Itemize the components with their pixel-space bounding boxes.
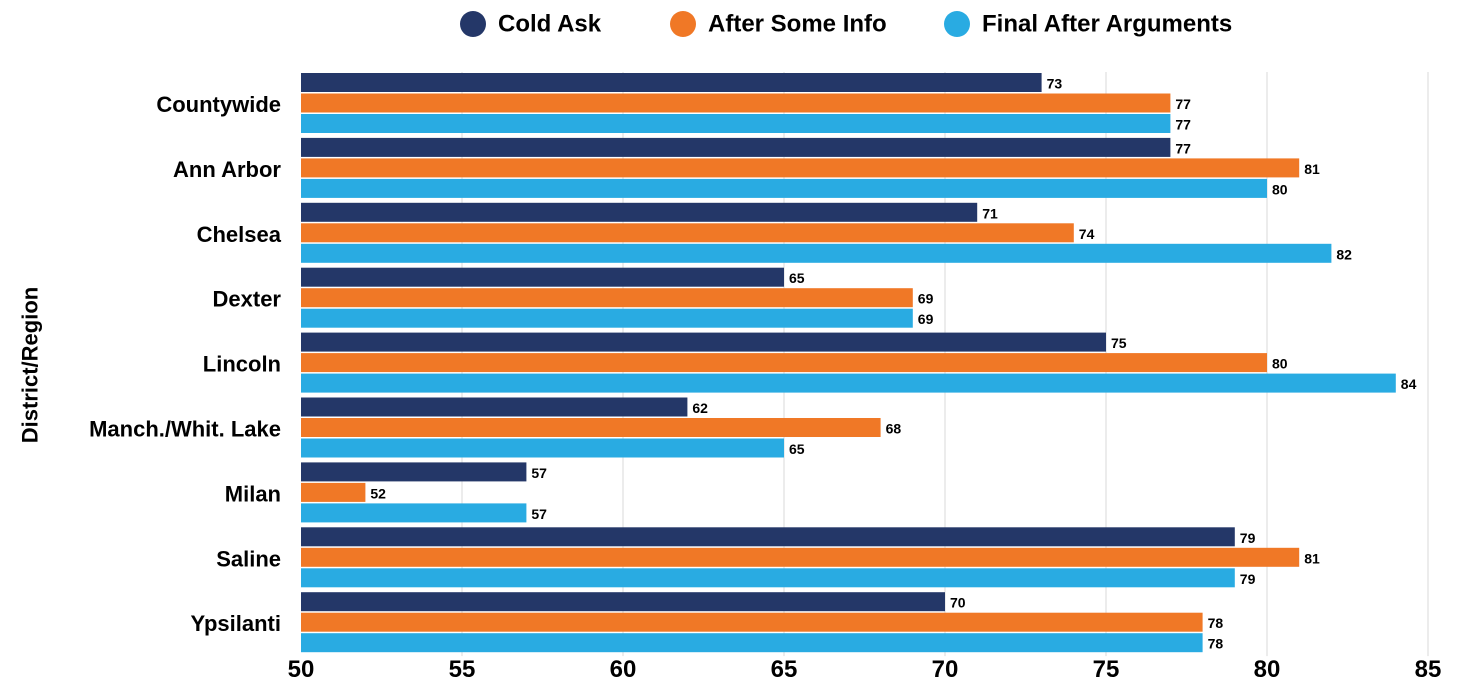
bar-cold-ask-milan bbox=[301, 462, 527, 482]
data-label-cold-ask-dexter: 65 bbox=[789, 270, 805, 286]
data-label-cold-ask-lincoln: 75 bbox=[1111, 335, 1127, 351]
data-label-final-after-arguments-ypsilanti: 78 bbox=[1208, 636, 1224, 652]
data-label-final-after-arguments-countywide: 77 bbox=[1175, 117, 1191, 133]
bar-cold-ask-dexter bbox=[301, 267, 784, 287]
data-label-after-some-info-chelsea: 74 bbox=[1079, 226, 1095, 242]
x-tick-label-60: 60 bbox=[610, 656, 637, 683]
bar-final-after-arguments-ann-arbor bbox=[301, 178, 1267, 198]
x-tick-labels: 50 55 60 65 70 75 80 85 bbox=[288, 656, 1442, 683]
category-label-countywide: Countywide bbox=[156, 92, 281, 117]
bar-cold-ask-countywide bbox=[301, 73, 1042, 92]
category-label-lincoln: Lincoln bbox=[203, 352, 281, 377]
x-tick-label-70: 70 bbox=[932, 656, 959, 683]
x-tick-label-80: 80 bbox=[1254, 656, 1281, 683]
legend-marker-cold-ask bbox=[460, 11, 486, 37]
bar-after-some-info-countywide bbox=[301, 93, 1171, 113]
data-label-after-some-info-saline: 81 bbox=[1304, 550, 1320, 566]
bar-cold-ask-chelsea bbox=[301, 202, 978, 222]
data-label-final-after-arguments-dexter: 69 bbox=[918, 311, 934, 327]
bar-final-after-arguments-countywide bbox=[301, 114, 1171, 133]
bar-cold-ask-saline bbox=[301, 527, 1235, 547]
data-label-after-some-info-milan: 52 bbox=[370, 485, 386, 501]
data-label-cold-ask-saline: 79 bbox=[1240, 530, 1256, 546]
x-tick-label-85: 85 bbox=[1415, 656, 1442, 683]
data-label-after-some-info-ypsilanti: 78 bbox=[1208, 615, 1224, 631]
bars bbox=[301, 73, 1396, 653]
data-label-after-some-info-dexter: 69 bbox=[918, 291, 934, 307]
bar-final-after-arguments-manch-whit-lake bbox=[301, 438, 784, 458]
data-label-final-after-arguments-lincoln: 84 bbox=[1401, 376, 1417, 392]
bar-cold-ask-manch-whit-lake bbox=[301, 397, 688, 417]
bar-final-after-arguments-saline bbox=[301, 568, 1235, 588]
data-label-cold-ask-milan: 57 bbox=[531, 465, 547, 481]
category-label-dexter: Dexter bbox=[213, 287, 282, 312]
data-label-cold-ask-countywide: 73 bbox=[1047, 76, 1063, 92]
category-label-saline: Saline bbox=[216, 546, 281, 571]
y-axis-title: District/Region bbox=[18, 287, 43, 443]
category-labels: Countywide Ann Arbor Chelsea Dexter Lincoln M… bbox=[89, 92, 282, 636]
bar-after-some-info-chelsea bbox=[301, 223, 1074, 243]
data-label-after-some-info-ann-arbor: 81 bbox=[1304, 161, 1320, 177]
category-label-chelsea: Chelsea bbox=[197, 222, 282, 247]
data-label-cold-ask-chelsea: 71 bbox=[982, 205, 998, 221]
data-label-final-after-arguments-manch-whit-lake: 65 bbox=[789, 441, 805, 457]
data-label-after-some-info-countywide: 77 bbox=[1175, 96, 1191, 112]
bar-final-after-arguments-lincoln bbox=[301, 373, 1396, 393]
x-tick-label-55: 55 bbox=[449, 656, 476, 683]
legend-label-after-some-info: After Some Info bbox=[708, 11, 887, 38]
data-label-final-after-arguments-ann-arbor: 80 bbox=[1272, 181, 1288, 197]
bar-after-some-info-manch-whit-lake bbox=[301, 418, 881, 437]
legend-marker-final-after-arguments bbox=[944, 11, 970, 37]
bar-final-after-arguments-ypsilanti bbox=[301, 633, 1203, 653]
legend: Cold Ask After Some Info Final After Argum… bbox=[460, 11, 1232, 38]
data-labels: 73 77 77 77 81 80 71 74 82 65 69 69 75 80 84 62 68 65 57 52… bbox=[370, 76, 1416, 652]
bar-after-some-info-dexter bbox=[301, 288, 913, 308]
data-label-cold-ask-manch-whit-lake: 62 bbox=[692, 400, 708, 416]
data-label-final-after-arguments-saline: 79 bbox=[1240, 571, 1256, 587]
legend-marker-after-some-info bbox=[670, 11, 696, 37]
data-label-cold-ask-ann-arbor: 77 bbox=[1175, 140, 1191, 156]
category-label-milan: Milan bbox=[225, 481, 281, 506]
bar-after-some-info-lincoln bbox=[301, 353, 1267, 373]
data-label-final-after-arguments-chelsea: 82 bbox=[1336, 246, 1352, 262]
data-label-final-after-arguments-milan: 57 bbox=[531, 506, 547, 522]
data-label-cold-ask-ypsilanti: 70 bbox=[950, 595, 966, 611]
bar-after-some-info-ann-arbor bbox=[301, 158, 1300, 178]
bar-final-after-arguments-chelsea bbox=[301, 243, 1332, 263]
bar-after-some-info-milan bbox=[301, 482, 366, 502]
bar-after-some-info-ypsilanti bbox=[301, 612, 1203, 632]
bar-final-after-arguments-milan bbox=[301, 503, 527, 523]
bar-cold-ask-ann-arbor bbox=[301, 137, 1171, 157]
category-label-manch-whit-lake: Manch./Whit. Lake bbox=[89, 416, 281, 441]
x-tick-label-50: 50 bbox=[288, 656, 315, 683]
data-label-after-some-info-manch-whit-lake: 68 bbox=[886, 421, 902, 437]
x-tick-label-75: 75 bbox=[1093, 656, 1120, 683]
bar-after-some-info-saline bbox=[301, 547, 1300, 567]
bar-cold-ask-ypsilanti bbox=[301, 592, 945, 612]
bar-cold-ask-lincoln bbox=[301, 332, 1106, 352]
bar-final-after-arguments-dexter bbox=[301, 308, 913, 328]
data-label-after-some-info-lincoln: 80 bbox=[1272, 356, 1288, 372]
category-label-ann-arbor: Ann Arbor bbox=[173, 157, 281, 182]
legend-label-cold-ask: Cold Ask bbox=[498, 11, 602, 38]
category-label-ypsilanti: Ypsilanti bbox=[191, 611, 281, 636]
legend-label-final-after-arguments: Final After Arguments bbox=[982, 11, 1232, 38]
x-tick-label-65: 65 bbox=[771, 656, 798, 683]
